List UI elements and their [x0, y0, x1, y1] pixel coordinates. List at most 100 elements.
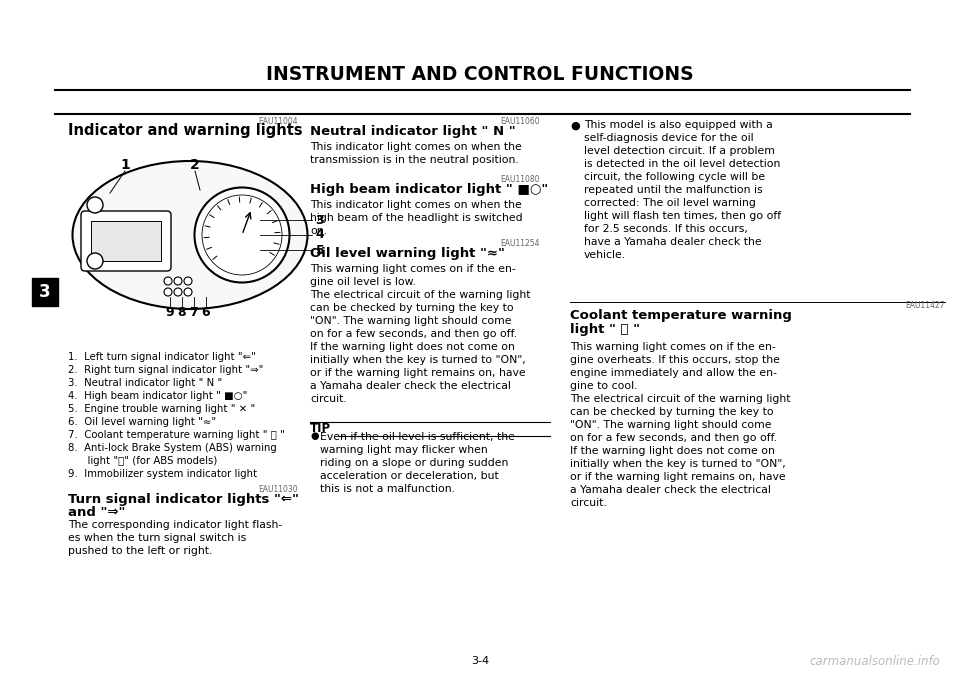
Text: gine overheats. If this occurs, stop the: gine overheats. If this occurs, stop the — [570, 355, 780, 365]
Ellipse shape — [73, 161, 307, 309]
Text: transmission is in the neutral position.: transmission is in the neutral position. — [310, 155, 518, 165]
Circle shape — [174, 288, 182, 296]
Text: EAU11060: EAU11060 — [500, 117, 540, 126]
Text: repeated until the malfunction is: repeated until the malfunction is — [584, 185, 762, 195]
Text: a Yamaha dealer check the electrical: a Yamaha dealer check the electrical — [310, 381, 511, 391]
Text: High beam indicator light " ■○": High beam indicator light " ■○" — [310, 183, 548, 196]
Circle shape — [184, 288, 192, 296]
Text: circuit.: circuit. — [570, 498, 607, 508]
Circle shape — [174, 277, 182, 285]
Text: 9: 9 — [166, 306, 175, 319]
Text: EAU11004: EAU11004 — [258, 117, 298, 126]
Text: 3-4: 3-4 — [471, 656, 489, 666]
Text: EAU11080: EAU11080 — [500, 175, 540, 184]
Ellipse shape — [195, 188, 290, 283]
Text: 4.  High beam indicator light " ■○": 4. High beam indicator light " ■○" — [68, 391, 248, 401]
Text: The corresponding indicator light flash-: The corresponding indicator light flash- — [68, 520, 282, 530]
Text: level detection circuit. If a problem: level detection circuit. If a problem — [584, 146, 775, 156]
Text: light will flash ten times, then go off: light will flash ten times, then go off — [584, 211, 781, 221]
Text: ●: ● — [310, 431, 319, 441]
Text: "ON". The warning light should come: "ON". The warning light should come — [310, 316, 512, 326]
Ellipse shape — [202, 195, 282, 275]
Text: or if the warning light remains on, have: or if the warning light remains on, have — [570, 472, 785, 482]
Text: Even if the oil level is sufficient, the: Even if the oil level is sufficient, the — [320, 432, 515, 442]
Text: have a Yamaha dealer check the: have a Yamaha dealer check the — [584, 237, 761, 247]
Text: initially when the key is turned to "ON",: initially when the key is turned to "ON"… — [310, 355, 526, 365]
Text: 7: 7 — [190, 306, 199, 319]
Text: vehicle.: vehicle. — [584, 250, 626, 260]
Text: EAU11427: EAU11427 — [905, 301, 945, 310]
Text: 2.  Right turn signal indicator light "⇒": 2. Right turn signal indicator light "⇒" — [68, 365, 263, 375]
Text: 3.  Neutral indicator light " N ": 3. Neutral indicator light " N " — [68, 378, 223, 388]
Text: EAU11030: EAU11030 — [258, 485, 298, 494]
Text: INSTRUMENT AND CONTROL FUNCTIONS: INSTRUMENT AND CONTROL FUNCTIONS — [266, 65, 694, 84]
Text: If the warning light does not come on: If the warning light does not come on — [310, 342, 515, 352]
Text: 1.  Left turn signal indicator light "⇐": 1. Left turn signal indicator light "⇐" — [68, 352, 256, 362]
Text: ●: ● — [570, 121, 580, 131]
Text: on.: on. — [310, 226, 327, 236]
Text: 5: 5 — [316, 243, 324, 256]
Text: es when the turn signal switch is: es when the turn signal switch is — [68, 533, 247, 543]
Text: 6: 6 — [202, 306, 210, 319]
Bar — [91, 221, 161, 261]
Text: 3: 3 — [316, 214, 324, 226]
Text: pushed to the left or right.: pushed to the left or right. — [68, 546, 212, 556]
Text: warning light may flicker when: warning light may flicker when — [320, 445, 488, 455]
Text: This model is also equipped with a: This model is also equipped with a — [584, 120, 773, 130]
Text: 6.  Oil level warning light "≈": 6. Oil level warning light "≈" — [68, 417, 216, 427]
Text: 4: 4 — [316, 228, 324, 241]
Text: initially when the key is turned to "ON",: initially when the key is turned to "ON"… — [570, 459, 785, 469]
Text: gine oil level is low.: gine oil level is low. — [310, 277, 416, 287]
Text: 2: 2 — [190, 158, 200, 172]
Text: can be checked by turning the key to: can be checked by turning the key to — [570, 407, 774, 417]
Text: riding on a slope or during sudden: riding on a slope or during sudden — [320, 458, 509, 468]
Text: If the warning light does not come on: If the warning light does not come on — [570, 446, 775, 456]
Text: "ON". The warning light should come: "ON". The warning light should come — [570, 420, 772, 430]
Circle shape — [184, 277, 192, 285]
Text: acceleration or deceleration, but: acceleration or deceleration, but — [320, 471, 499, 481]
Text: 9.  Immobilizer system indicator light: 9. Immobilizer system indicator light — [68, 469, 257, 479]
Circle shape — [164, 288, 172, 296]
Text: engine immediately and allow the en-: engine immediately and allow the en- — [570, 368, 777, 378]
Text: Oil level warning light "≈": Oil level warning light "≈" — [310, 247, 505, 260]
Text: on for a few seconds, and then go off.: on for a few seconds, and then go off. — [570, 433, 778, 443]
Text: This warning light comes on if the en-: This warning light comes on if the en- — [570, 342, 776, 352]
Text: light " ⏍ ": light " ⏍ " — [570, 323, 640, 336]
Text: Indicator and warning lights: Indicator and warning lights — [68, 123, 302, 138]
Text: 5.  Engine trouble warning light " ✕ ": 5. Engine trouble warning light " ✕ " — [68, 404, 255, 414]
Text: This indicator light comes on when the: This indicator light comes on when the — [310, 142, 521, 152]
Circle shape — [87, 253, 103, 269]
Text: This indicator light comes on when the: This indicator light comes on when the — [310, 200, 521, 210]
Text: and "⇒": and "⇒" — [68, 506, 126, 519]
Text: 8: 8 — [178, 306, 186, 319]
Text: The electrical circuit of the warning light: The electrical circuit of the warning li… — [570, 394, 790, 404]
Text: Turn signal indicator lights "⇐": Turn signal indicator lights "⇐" — [68, 493, 299, 506]
Text: circuit, the following cycle will be: circuit, the following cycle will be — [584, 172, 765, 182]
Text: circuit.: circuit. — [310, 394, 347, 404]
Text: EAU11254: EAU11254 — [500, 239, 540, 248]
Text: carmanualsonline.info: carmanualsonline.info — [809, 655, 940, 668]
Text: Neutral indicator light " N ": Neutral indicator light " N " — [310, 125, 516, 138]
Text: gine to cool.: gine to cool. — [570, 381, 637, 391]
Text: high beam of the headlight is switched: high beam of the headlight is switched — [310, 213, 522, 223]
Text: this is not a malfunction.: this is not a malfunction. — [320, 484, 455, 494]
Text: 7.  Coolant temperature warning light " ⏍ ": 7. Coolant temperature warning light " ⏍… — [68, 430, 285, 440]
Text: a Yamaha dealer check the electrical: a Yamaha dealer check the electrical — [570, 485, 771, 495]
Text: light "⒪" (for ABS models): light "⒪" (for ABS models) — [68, 456, 217, 466]
Text: corrected: The oil level warning: corrected: The oil level warning — [584, 198, 756, 208]
Text: or if the warning light remains on, have: or if the warning light remains on, have — [310, 368, 526, 378]
Text: is detected in the oil level detection: is detected in the oil level detection — [584, 159, 780, 169]
FancyBboxPatch shape — [81, 211, 171, 271]
Bar — [32, 278, 58, 306]
Text: for 2.5 seconds. If this occurs,: for 2.5 seconds. If this occurs, — [584, 224, 748, 234]
Text: Coolant temperature warning: Coolant temperature warning — [570, 309, 792, 322]
Text: The electrical circuit of the warning light: The electrical circuit of the warning li… — [310, 290, 531, 300]
Text: This warning light comes on if the en-: This warning light comes on if the en- — [310, 264, 516, 274]
Text: 3: 3 — [39, 283, 51, 301]
Text: on for a few seconds, and then go off.: on for a few seconds, and then go off. — [310, 329, 517, 339]
Text: self-diagnosis device for the oil: self-diagnosis device for the oil — [584, 133, 754, 143]
Text: can be checked by turning the key to: can be checked by turning the key to — [310, 303, 514, 313]
Text: 8.  Anti-lock Brake System (ABS) warning: 8. Anti-lock Brake System (ABS) warning — [68, 443, 276, 453]
Circle shape — [87, 197, 103, 213]
Text: TIP: TIP — [310, 422, 331, 435]
